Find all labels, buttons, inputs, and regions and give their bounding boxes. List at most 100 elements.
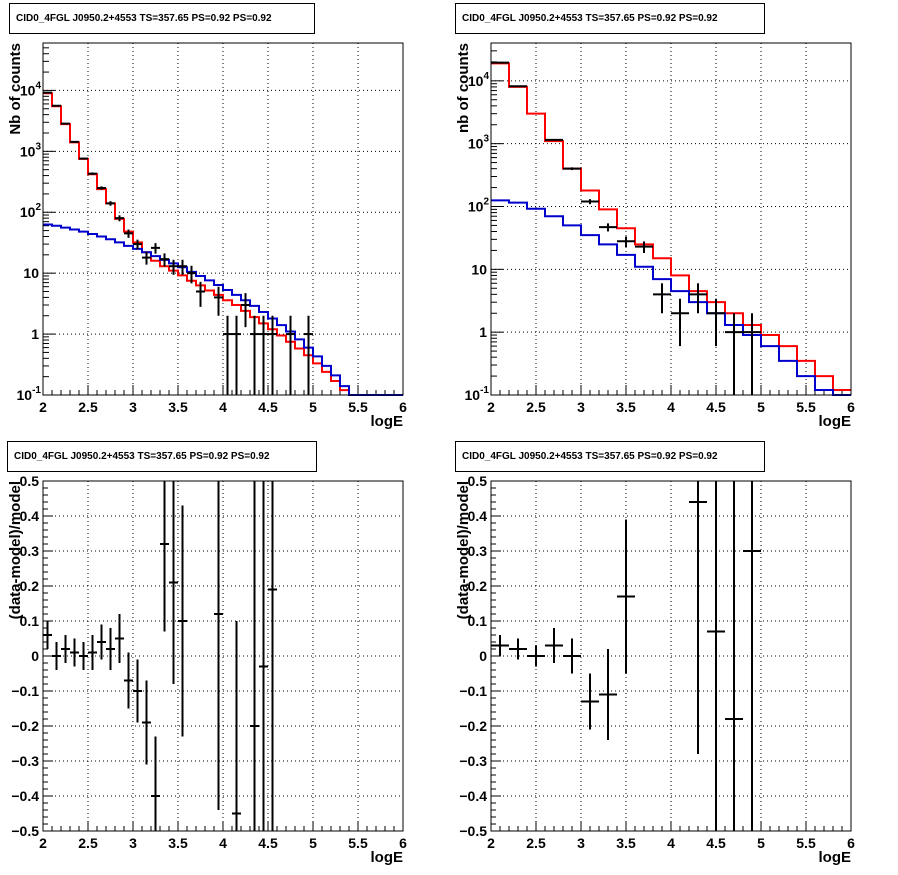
panel-3: 2 2.5 3 3.5 4 4.5 5 5.5 6 −0.5 −0.4 −0.3 −0.2 −0.1 0 0.… bbox=[455, 473, 855, 866]
x-tick-label: 4.5 bbox=[258, 835, 278, 851]
y-tick-label: 0.1 bbox=[468, 613, 488, 629]
plot-frame bbox=[42, 42, 404, 396]
x-axis-title: logE bbox=[371, 849, 404, 866]
x-tick-label: 2.5 bbox=[78, 835, 98, 851]
x-tick-label: 3.5 bbox=[168, 835, 188, 851]
y-tick-label: 103 bbox=[20, 141, 42, 159]
x-tick-label: 3 bbox=[577, 835, 585, 851]
x-axis-title: logE bbox=[819, 849, 852, 866]
y-tick-label: 0 bbox=[31, 648, 39, 664]
y-tick-label: −0.2 bbox=[459, 718, 487, 734]
y-tick-exponent: -1 bbox=[480, 385, 489, 396]
y-tick-exponent: -1 bbox=[32, 385, 41, 396]
x-tick-label: 2.5 bbox=[526, 835, 546, 851]
y-tick-label: 0.5 bbox=[468, 473, 488, 489]
y-tick-exponent: 3 bbox=[35, 141, 41, 152]
y-tick-label: −0.2 bbox=[11, 718, 39, 734]
x-tick-label: 3.5 bbox=[616, 399, 636, 415]
x-tick-label: 3 bbox=[129, 835, 137, 851]
x-tick-label: 4.5 bbox=[706, 835, 726, 851]
y-tick-label: −0.4 bbox=[11, 788, 39, 804]
plot-frame bbox=[490, 42, 852, 396]
y-tick-label: 1 bbox=[479, 324, 487, 340]
x-tick-label: 2.5 bbox=[78, 399, 98, 415]
y-tick-label: 0.4 bbox=[20, 508, 40, 524]
x-tick-label: 5 bbox=[309, 399, 317, 415]
top-right-title: CID0_4FGL J0950.2+4553 TS=357.65 PS=0.92… bbox=[455, 3, 765, 34]
y-axis-title: (data-model)/model bbox=[7, 481, 24, 619]
series-line-0 bbox=[43, 92, 403, 396]
x-tick-label: 4.5 bbox=[706, 399, 726, 415]
y-tick-label: −0.3 bbox=[459, 753, 487, 769]
plot-frame bbox=[490, 480, 852, 832]
y-tick-exponent: 3 bbox=[483, 134, 489, 145]
y-axis-title: Nb of counts bbox=[7, 43, 24, 135]
y-tick-label: −0.3 bbox=[11, 753, 39, 769]
y-tick-label: 10 bbox=[23, 265, 39, 281]
x-tick-label: 4 bbox=[667, 835, 675, 851]
x-tick-label: 3.5 bbox=[168, 399, 188, 415]
panel-0: 2 2.5 3 3.5 4 4.5 5 5.5 610-1110102103104logENb … bbox=[7, 42, 407, 430]
top-left-title: CID0_4FGL J0950.2+4553 TS=357.65 PS=0.92… bbox=[9, 3, 315, 34]
y-tick-exponent: 2 bbox=[483, 196, 489, 207]
x-tick-label: 4.5 bbox=[258, 399, 278, 415]
series-line-1 bbox=[43, 223, 403, 396]
x-tick-label: 2 bbox=[487, 399, 495, 415]
x-axis-title: logE bbox=[819, 413, 852, 430]
y-tick-label: 102 bbox=[468, 196, 490, 214]
y-tick-label: 0.3 bbox=[468, 543, 488, 559]
y-tick-label: 0.4 bbox=[468, 508, 488, 524]
y-tick-label: 1 bbox=[31, 326, 39, 342]
x-tick-label: 6 bbox=[399, 399, 407, 415]
x-tick-label: 5.5 bbox=[796, 835, 816, 851]
y-tick-label: 0.5 bbox=[20, 473, 40, 489]
y-tick-exponent: 2 bbox=[35, 202, 41, 213]
x-tick-label: 4 bbox=[219, 835, 227, 851]
x-tick-label: 5.5 bbox=[796, 399, 816, 415]
y-tick-label: 0 bbox=[479, 648, 487, 664]
series-line-0 bbox=[491, 62, 851, 392]
x-tick-label: 3 bbox=[577, 399, 585, 415]
x-tick-label: 3.5 bbox=[616, 835, 636, 851]
y-tick-label: 102 bbox=[20, 202, 42, 220]
bottom-right-title: CID0_4FGL J0950.2+4553 TS=357.65 PS=0.92… bbox=[455, 441, 765, 472]
panel-2: 2 2.5 3 3.5 4 4.5 5 5.5 6 −0.5 −0.4 −0.3 −0.2 −0.1 0 0.… bbox=[7, 473, 407, 866]
y-axis-title: (data-model)/model bbox=[455, 481, 472, 619]
y-tick-label: 0.3 bbox=[20, 543, 40, 559]
y-tick-exponent: 4 bbox=[35, 80, 41, 91]
x-tick-label: 6 bbox=[847, 835, 855, 851]
x-axis-title: logE bbox=[371, 413, 404, 430]
x-tick-label: 5.5 bbox=[348, 835, 368, 851]
y-tick-label: 0.2 bbox=[20, 578, 40, 594]
y-tick-label: 0.2 bbox=[468, 578, 488, 594]
y-tick-label: 10-1 bbox=[17, 385, 42, 403]
x-tick-label: 4 bbox=[219, 399, 227, 415]
x-tick-label: 5 bbox=[309, 835, 317, 851]
y-tick-label: −0.1 bbox=[459, 683, 487, 699]
y-tick-exponent: 4 bbox=[483, 71, 489, 82]
x-tick-label: 6 bbox=[847, 399, 855, 415]
y-tick-label: −0.5 bbox=[459, 823, 487, 839]
plot-frame bbox=[42, 480, 404, 832]
y-tick-label: −0.4 bbox=[459, 788, 487, 804]
x-tick-label: 5 bbox=[757, 399, 765, 415]
x-tick-label: 2 bbox=[487, 835, 495, 851]
y-tick-label: 10-1 bbox=[465, 385, 490, 403]
y-tick-label: 0.1 bbox=[20, 613, 40, 629]
series-line-1 bbox=[491, 199, 851, 396]
panel-1: 2 2.5 3 3.5 4 4.5 5 5.5 610-1110102103104logEnb … bbox=[455, 42, 855, 430]
x-tick-label: 5 bbox=[757, 835, 765, 851]
x-tick-label: 4 bbox=[667, 399, 675, 415]
bottom-left-title: CID0_4FGL J0950.2+4553 TS=357.65 PS=0.92… bbox=[7, 441, 317, 472]
x-tick-label: 6 bbox=[399, 835, 407, 851]
x-tick-label: 3 bbox=[129, 399, 137, 415]
y-axis-title: nb of counts bbox=[455, 43, 472, 133]
y-tick-label: −0.1 bbox=[11, 683, 39, 699]
x-tick-label: 2 bbox=[39, 399, 47, 415]
x-tick-label: 2.5 bbox=[526, 399, 546, 415]
y-tick-label: 103 bbox=[468, 134, 490, 152]
x-tick-label: 5.5 bbox=[348, 399, 368, 415]
x-tick-label: 2 bbox=[39, 835, 47, 851]
y-tick-label: −0.5 bbox=[11, 823, 39, 839]
